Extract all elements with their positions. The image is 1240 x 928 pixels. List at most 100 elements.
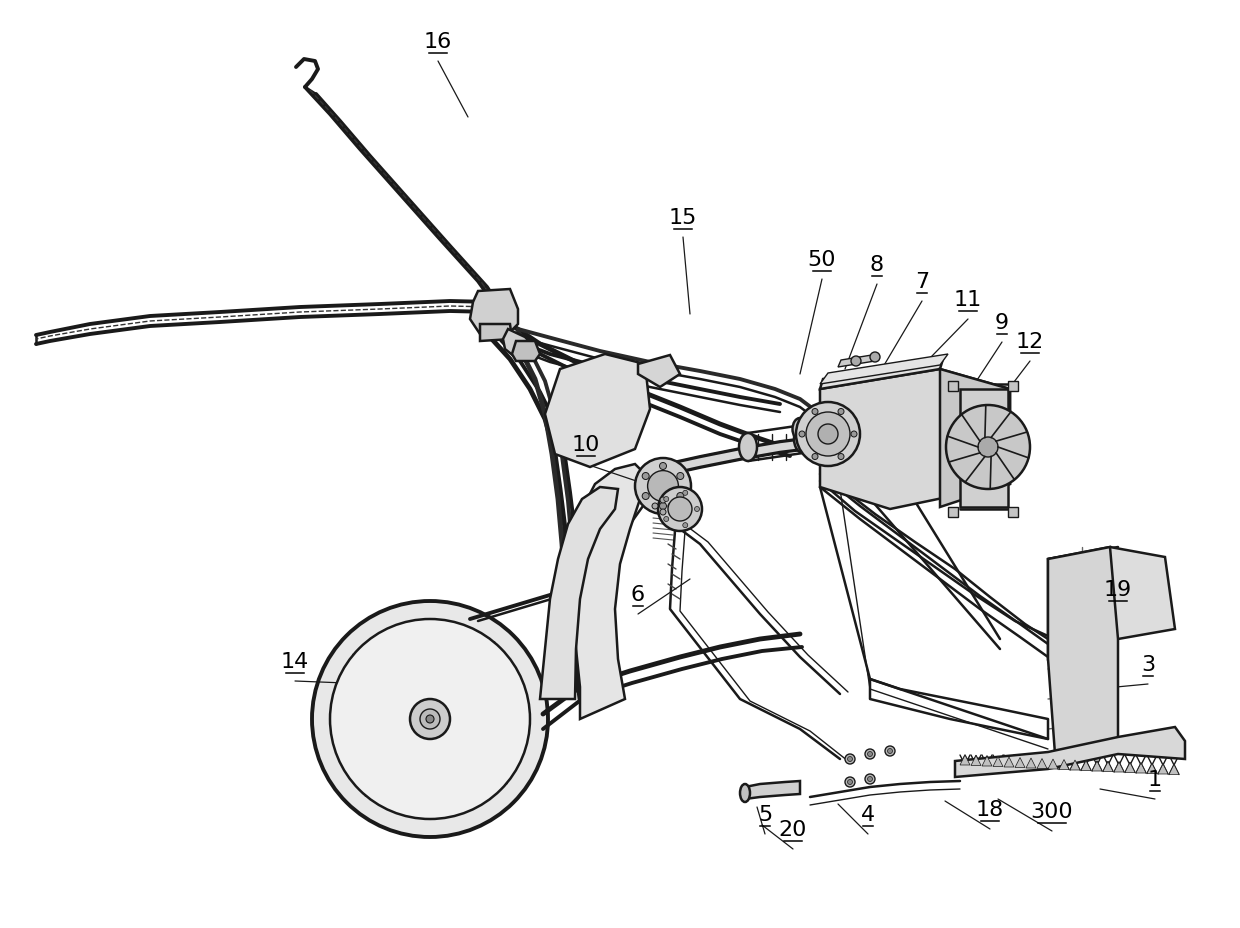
Circle shape [844,777,856,787]
Polygon shape [1016,757,1025,767]
Circle shape [812,454,818,460]
Circle shape [652,504,658,509]
Polygon shape [639,355,680,388]
Circle shape [888,749,893,754]
Circle shape [838,454,844,460]
Circle shape [866,749,875,759]
Circle shape [642,473,650,480]
Circle shape [663,497,668,502]
Text: 9: 9 [994,313,1009,332]
Polygon shape [949,508,959,518]
Text: 14: 14 [281,651,309,671]
Circle shape [647,471,678,502]
Circle shape [868,777,873,781]
Text: 3: 3 [1141,654,1156,675]
Circle shape [796,403,861,467]
Polygon shape [655,434,849,478]
Polygon shape [955,728,1185,777]
Circle shape [312,601,548,837]
Polygon shape [940,369,1011,508]
Circle shape [847,780,853,785]
Circle shape [851,432,857,437]
Polygon shape [539,487,618,699]
Polygon shape [503,329,532,357]
Polygon shape [1136,763,1146,773]
Polygon shape [1158,764,1168,774]
Circle shape [946,406,1030,489]
Circle shape [427,715,434,723]
Circle shape [660,463,667,470]
Polygon shape [960,755,970,766]
Polygon shape [1104,762,1114,772]
Polygon shape [993,756,1003,767]
Polygon shape [820,360,942,390]
Text: 1: 1 [1148,769,1162,789]
Polygon shape [971,755,981,766]
Circle shape [660,503,667,510]
Circle shape [330,619,529,819]
Circle shape [866,774,875,784]
Polygon shape [1081,761,1091,770]
Circle shape [677,473,683,480]
Circle shape [683,523,688,528]
Text: 8: 8 [870,254,884,275]
Circle shape [868,752,873,756]
Polygon shape [1147,764,1157,774]
Polygon shape [838,354,878,367]
Polygon shape [820,369,1011,509]
Circle shape [668,497,692,522]
Polygon shape [1037,759,1047,768]
Polygon shape [949,381,959,392]
Circle shape [658,487,702,532]
Polygon shape [1092,761,1102,771]
Circle shape [851,356,861,367]
Polygon shape [1169,765,1179,775]
Ellipse shape [739,433,756,461]
Text: 12: 12 [1016,331,1044,352]
Polygon shape [1125,763,1135,773]
Ellipse shape [794,426,812,454]
Circle shape [663,517,668,522]
Polygon shape [960,390,1008,508]
Polygon shape [546,354,650,468]
Polygon shape [572,465,645,719]
Text: 15: 15 [668,208,697,227]
Polygon shape [470,290,518,335]
Polygon shape [1059,760,1069,769]
Polygon shape [1048,759,1058,769]
Circle shape [806,413,849,457]
Circle shape [799,432,805,437]
Circle shape [668,504,675,509]
Polygon shape [1008,381,1018,392]
Polygon shape [745,781,800,799]
Circle shape [844,754,856,764]
Polygon shape [1025,758,1035,768]
Circle shape [885,746,895,756]
Circle shape [420,709,440,729]
Circle shape [410,699,450,740]
Circle shape [812,409,818,415]
Circle shape [642,493,650,500]
Text: 10: 10 [572,434,600,455]
Text: 18: 18 [976,799,1004,819]
Circle shape [870,353,880,363]
Polygon shape [1004,757,1014,767]
Circle shape [694,507,699,512]
Polygon shape [1070,760,1080,770]
Polygon shape [820,354,949,384]
Text: 50: 50 [807,250,836,270]
Text: 16: 16 [424,32,453,52]
Circle shape [978,437,998,458]
Ellipse shape [792,419,807,441]
Circle shape [660,509,666,515]
Text: 300: 300 [1030,801,1074,821]
Text: 20: 20 [779,819,807,839]
Polygon shape [480,325,512,342]
Circle shape [838,409,844,415]
Polygon shape [1048,548,1118,754]
Ellipse shape [740,784,750,802]
Text: 4: 4 [861,805,875,824]
Circle shape [847,756,853,762]
Circle shape [677,493,683,500]
Text: 19: 19 [1104,579,1132,599]
